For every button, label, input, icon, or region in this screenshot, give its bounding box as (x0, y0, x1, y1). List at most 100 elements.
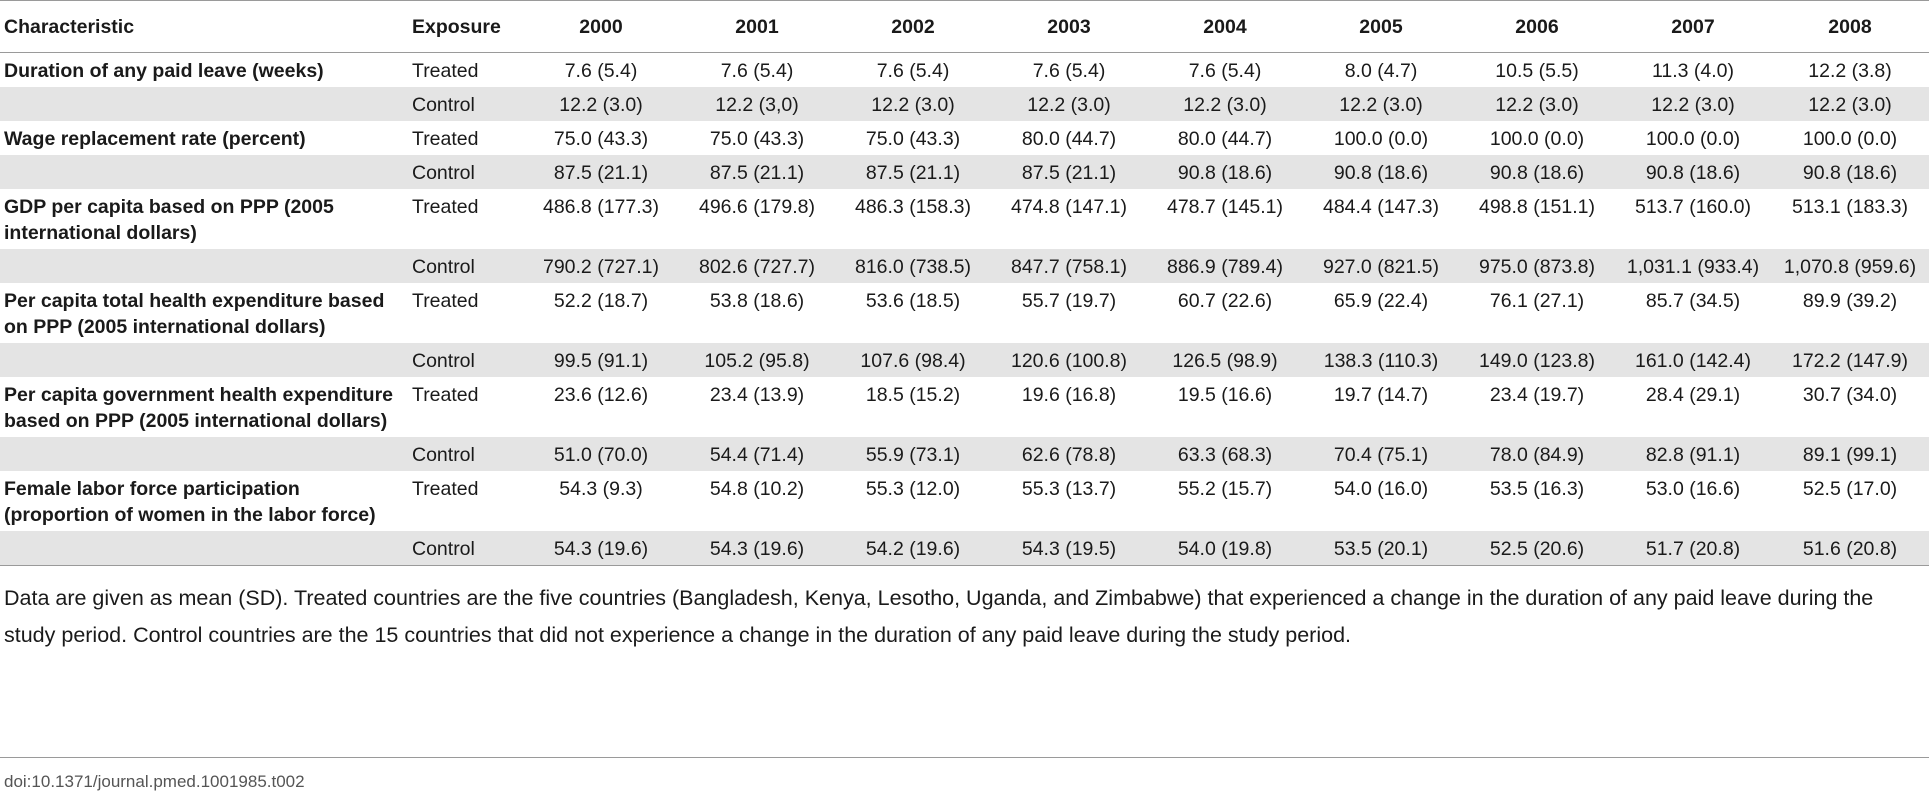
value-cell: 65.9 (22.4) (1303, 283, 1459, 343)
value-cell: 60.7 (22.6) (1147, 283, 1303, 343)
doi-text: doi:10.1371/journal.pmed.1001985.t002 (4, 772, 305, 791)
value-cell: 90.8 (18.6) (1615, 155, 1771, 189)
value-cell: 12.2 (3.0) (1615, 87, 1771, 121)
value-cell: 99.5 (91.1) (523, 343, 679, 377)
value-cell: 52.5 (17.0) (1771, 471, 1929, 531)
value-cell: 478.7 (145.1) (1147, 189, 1303, 249)
value-cell: 75.0 (43.3) (679, 121, 835, 155)
value-cell: 54.2 (19.6) (835, 531, 991, 566)
value-cell: 75.0 (43.3) (523, 121, 679, 155)
value-cell: 12.2 (3.0) (523, 87, 679, 121)
characteristic-cell: Duration of any paid leave (weeks) (0, 52, 404, 87)
value-cell: 90.8 (18.6) (1147, 155, 1303, 189)
value-cell: 107.6 (98.4) (835, 343, 991, 377)
value-cell: 63.3 (68.3) (1147, 437, 1303, 471)
header-year: 2002 (835, 0, 991, 53)
value-cell: 23.6 (12.6) (523, 377, 679, 437)
value-cell: 53.6 (18.5) (835, 283, 991, 343)
value-cell: 53.8 (18.6) (679, 283, 835, 343)
header-year: 2000 (523, 0, 679, 53)
value-cell: 54.4 (71.4) (679, 437, 835, 471)
value-cell: 474.8 (147.1) (991, 189, 1147, 249)
value-cell: 486.8 (177.3) (523, 189, 679, 249)
value-cell: 1,070.8 (959.6) (1771, 249, 1929, 283)
table-row-treated: Wage replacement rate (percent) Treated 75… (0, 121, 1929, 155)
table-row-treated: Per capita government health expenditure… (0, 377, 1929, 437)
table-footnote: Data are given as mean (SD). Treated cou… (4, 586, 1874, 647)
value-cell: 80.0 (44.7) (991, 121, 1147, 155)
exposure-cell: Treated (404, 121, 523, 155)
value-cell: 54.3 (19.5) (991, 531, 1147, 566)
value-cell: 23.4 (13.9) (679, 377, 835, 437)
value-cell: 51.0 (70.0) (523, 437, 679, 471)
value-cell: 802.6 (727.7) (679, 249, 835, 283)
value-cell: 12.2 (3,0) (679, 87, 835, 121)
value-cell: 82.8 (91.1) (1615, 437, 1771, 471)
value-cell: 105.2 (95.8) (679, 343, 835, 377)
table-row-treated: Duration of any paid leave (weeks) Treate… (0, 52, 1929, 87)
value-cell: 1,031.1 (933.4) (1615, 249, 1771, 283)
value-cell: 89.9 (39.2) (1771, 283, 1929, 343)
table-row-control: Control 51.0 (70.0) 54.4 (71.4) 55.9 (73.1)… (0, 437, 1929, 471)
value-cell: 19.6 (16.8) (991, 377, 1147, 437)
value-cell: 12.2 (3.0) (1771, 87, 1929, 121)
value-cell: 7.6 (5.4) (679, 52, 835, 87)
table-row-control: Control 790.2 (727.1) 802.6 (727.7) 816.0 (… (0, 249, 1929, 283)
value-cell: 87.5 (21.1) (523, 155, 679, 189)
exposure-cell: Treated (404, 471, 523, 531)
value-cell: 75.0 (43.3) (835, 121, 991, 155)
value-cell: 23.4 (19.7) (1459, 377, 1615, 437)
value-cell: 90.8 (18.6) (1459, 155, 1615, 189)
characteristic-cell (0, 155, 404, 189)
exposure-cell: Control (404, 249, 523, 283)
value-cell: 8.0 (4.7) (1303, 52, 1459, 87)
value-cell: 12.2 (3.0) (991, 87, 1147, 121)
value-cell: 87.5 (21.1) (679, 155, 835, 189)
exposure-cell: Control (404, 531, 523, 566)
value-cell: 28.4 (29.1) (1615, 377, 1771, 437)
characteristic-cell (0, 343, 404, 377)
value-cell: 53.5 (20.1) (1303, 531, 1459, 566)
value-cell: 90.8 (18.6) (1303, 155, 1459, 189)
value-cell: 51.6 (20.8) (1771, 531, 1929, 566)
value-cell: 55.2 (15.7) (1147, 471, 1303, 531)
table-row-control: Control 54.3 (19.6) 54.3 (19.6) 54.2 (19.6)… (0, 531, 1929, 566)
value-cell: 927.0 (821.5) (1303, 249, 1459, 283)
data-table: Characteristic Exposure 2000 2001 2002 2… (0, 0, 1929, 566)
value-cell: 513.1 (183.3) (1771, 189, 1929, 249)
exposure-cell: Control (404, 343, 523, 377)
value-cell: 30.7 (34.0) (1771, 377, 1929, 437)
value-cell: 513.7 (160.0) (1615, 189, 1771, 249)
characteristic-cell: Wage replacement rate (percent) (0, 121, 404, 155)
header-year: 2007 (1615, 0, 1771, 53)
value-cell: 486.3 (158.3) (835, 189, 991, 249)
exposure-cell: Control (404, 437, 523, 471)
value-cell: 54.3 (19.6) (523, 531, 679, 566)
value-cell: 19.5 (16.6) (1147, 377, 1303, 437)
value-cell: 7.6 (5.4) (523, 52, 679, 87)
value-cell: 54.3 (19.6) (679, 531, 835, 566)
value-cell: 54.3 (9.3) (523, 471, 679, 531)
header-characteristic: Characteristic (0, 0, 404, 53)
value-cell: 55.7 (19.7) (991, 283, 1147, 343)
value-cell: 484.4 (147.3) (1303, 189, 1459, 249)
value-cell: 87.5 (21.1) (835, 155, 991, 189)
header-exposure: Exposure (404, 0, 523, 53)
value-cell: 54.8 (10.2) (679, 471, 835, 531)
value-cell: 496.6 (179.8) (679, 189, 835, 249)
exposure-cell: Control (404, 155, 523, 189)
value-cell: 498.8 (151.1) (1459, 189, 1615, 249)
exposure-cell: Treated (404, 377, 523, 437)
characteristic-cell (0, 531, 404, 566)
value-cell: 89.1 (99.1) (1771, 437, 1929, 471)
value-cell: 7.6 (5.4) (991, 52, 1147, 87)
value-cell: 12.2 (3.0) (1303, 87, 1459, 121)
value-cell: 7.6 (5.4) (835, 52, 991, 87)
exposure-cell: Treated (404, 189, 523, 249)
value-cell: 85.7 (34.5) (1615, 283, 1771, 343)
value-cell: 100.0 (0.0) (1771, 121, 1929, 155)
value-cell: 62.6 (78.8) (991, 437, 1147, 471)
value-cell: 52.5 (20.6) (1459, 531, 1615, 566)
header-row: Characteristic Exposure 2000 2001 2002 2… (0, 0, 1929, 53)
value-cell: 55.9 (73.1) (835, 437, 991, 471)
